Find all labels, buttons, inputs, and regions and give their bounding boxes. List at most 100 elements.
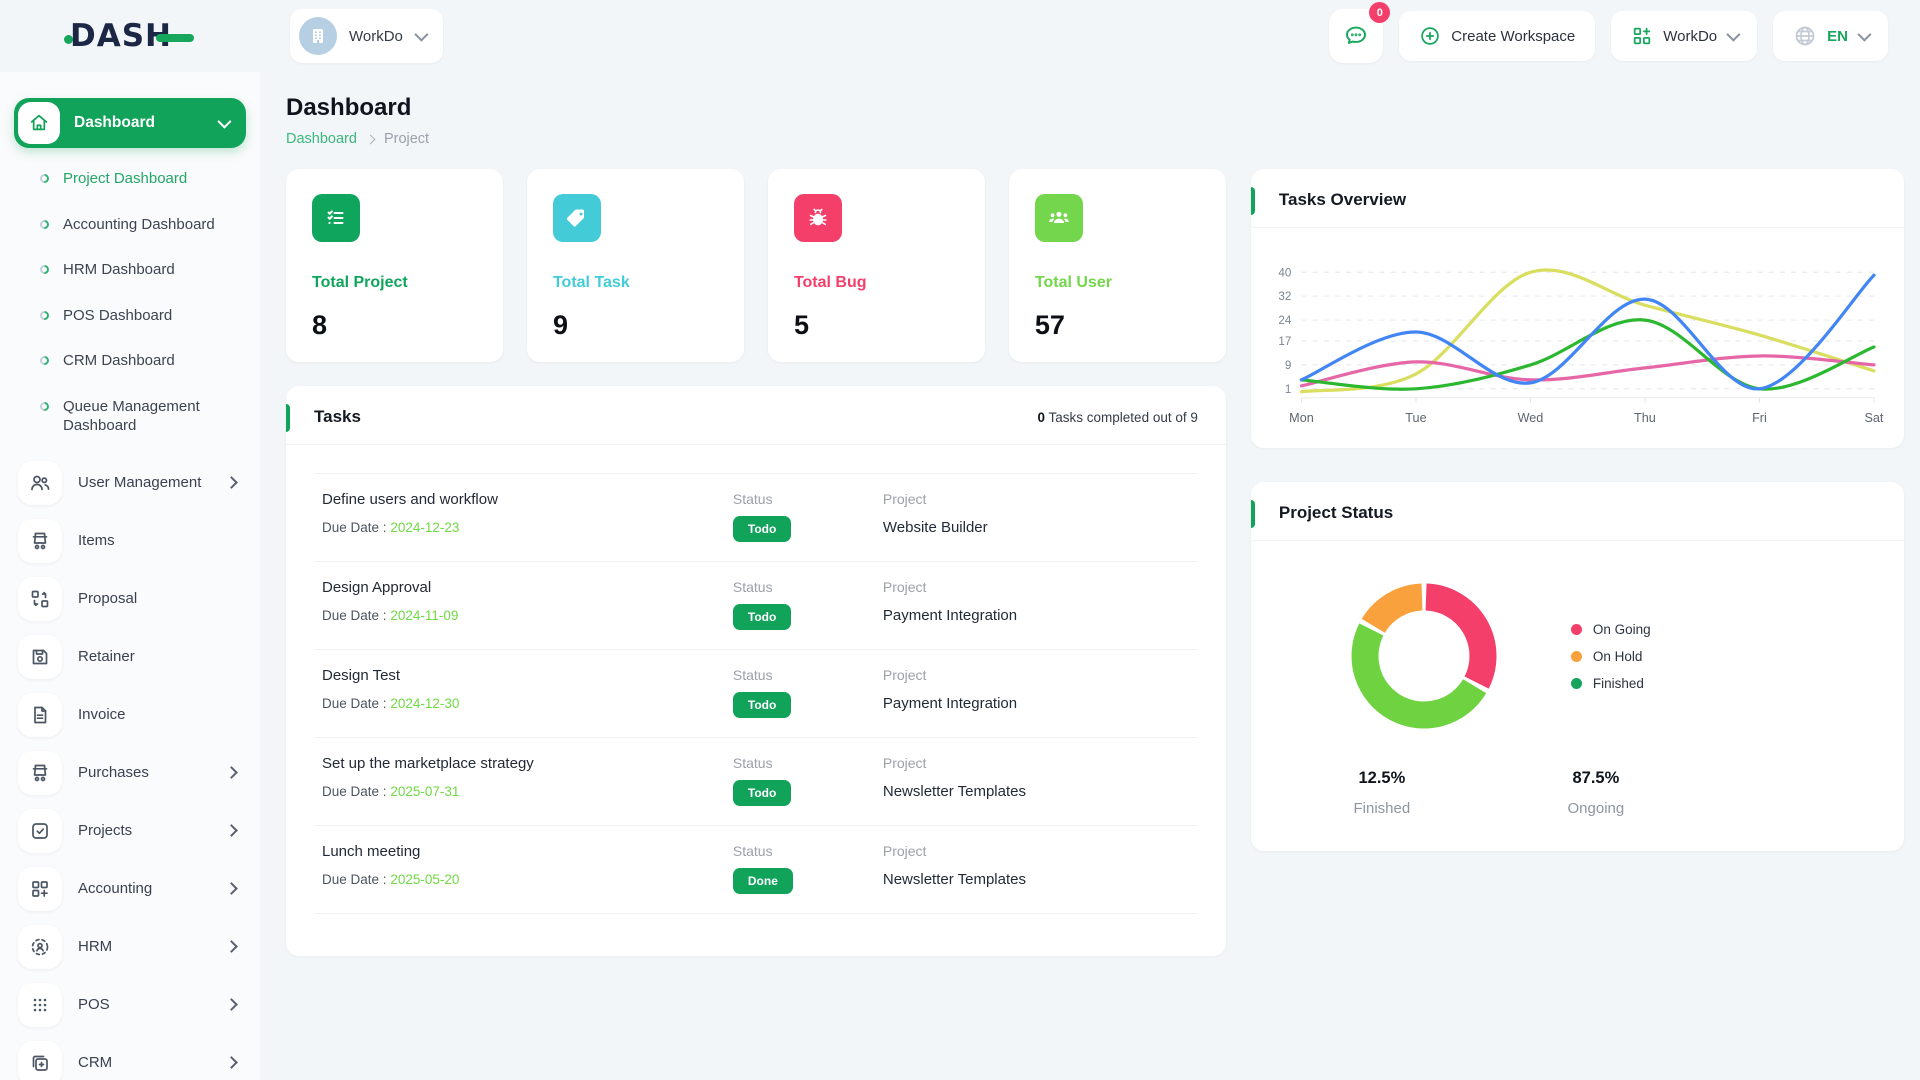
status-badge: Todo — [732, 604, 792, 630]
stat-label: Total Bug — [793, 274, 867, 291]
messages-button[interactable]: 0 — [1329, 2, 1391, 63]
due-date-value: 2024-12-23 — [390, 520, 460, 535]
plus-circle-icon — [1421, 27, 1440, 45]
finished-label: Finished — [1353, 800, 1411, 818]
dashboard-submenu: Project Dashboard Accounting Dashboard H… — [14, 156, 246, 449]
chevron-right-icon — [365, 134, 376, 144]
submenu-label: Queue Management Dashboard — [63, 397, 200, 435]
tag-icon — [566, 209, 584, 227]
page-title: Dashboard — [286, 94, 412, 121]
project-status-donut-chart — [1339, 571, 1509, 741]
menu-label: Items — [78, 532, 115, 549]
grid-plus-icon — [32, 880, 48, 897]
bullet-icon — [38, 399, 51, 413]
project-status-header: Project Status — [1250, 482, 1904, 542]
legend-dot — [1570, 677, 1582, 689]
status-badge: Todo — [732, 516, 792, 542]
svg-text:1: 1 — [1285, 383, 1291, 396]
due-date-label: Due Date : — [322, 872, 387, 887]
chevron-right-icon — [225, 998, 238, 1011]
sidebar-item-items[interactable]: Items — [14, 513, 246, 569]
sidebar-item-hrm[interactable]: HRM — [14, 919, 246, 975]
legend-dot — [1570, 623, 1582, 635]
chevron-down-icon — [414, 27, 429, 42]
stat-label: Total User — [1034, 274, 1112, 291]
topbar-right: 0 Create Workspace WorkDo — [1329, 2, 1920, 63]
sidebar-item-retainer[interactable]: Retainer — [14, 629, 246, 685]
sidebar-item-crm[interactable]: CRM — [14, 1035, 246, 1080]
stat-card-total-task: Total Task 9 — [526, 169, 744, 362]
submenu-label: HRM Dashboard — [63, 261, 175, 278]
workspace-label: WorkDo — [349, 27, 403, 45]
stat-cards: Total Project 8 Total Task 9 — [286, 169, 1226, 362]
chat-icon — [1346, 26, 1367, 44]
sidebar-item-purchases[interactable]: Purchases — [14, 745, 246, 801]
workspace-selector[interactable]: WorkDo — [290, 9, 443, 63]
sidebar-item-proposal[interactable]: Proposal — [14, 571, 246, 627]
tasks-overview-title: Tasks Overview — [1278, 190, 1407, 209]
chevron-down-icon — [1857, 27, 1872, 42]
svg-text:32: 32 — [1278, 290, 1291, 303]
bullet-icon — [38, 308, 51, 322]
messages-count-badge: 0 — [1369, 2, 1391, 23]
status-column-label: Status — [732, 843, 773, 859]
chevron-right-icon — [225, 476, 238, 489]
accent-bar — [1250, 187, 1255, 215]
stat-card-total-bug: Total Bug 5 — [767, 169, 985, 362]
menu-label: HRM — [78, 938, 113, 955]
sidebar-item-dashboard[interactable]: Dashboard — [14, 98, 246, 148]
menu-label: POS — [78, 996, 110, 1013]
sidebar-item-projects[interactable]: Projects — [14, 803, 246, 859]
sidebar-item-crm-dashboard[interactable]: CRM Dashboard — [14, 338, 246, 384]
tasks-overview-card: Tasks Overview 1 9 17 24 32 40 Mon Tue Wed Thu Fri… — [1250, 169, 1904, 449]
topbar-left: DASH — [0, 18, 260, 54]
stat-value: 5 — [793, 310, 809, 340]
create-workspace-button[interactable]: Create Workspace — [1399, 11, 1596, 61]
task-project: Newsletter Templates — [882, 871, 1026, 888]
tasks-completed-count: 0 — [1037, 410, 1046, 425]
sidebar-item-queue-management-dashboard[interactable]: Queue Management Dashboard — [14, 384, 246, 449]
legend-item-finished: Finished — [1570, 676, 1651, 691]
tasks-completed-summary: 0 Tasks completed out of 9 — [1038, 410, 1198, 425]
task-name: Lunch meeting — [322, 843, 421, 860]
breadcrumb-dashboard-link[interactable]: Dashboard — [286, 131, 357, 147]
legend-label: On Going — [1592, 621, 1651, 637]
sidebar-item-accounting-dashboard[interactable]: Accounting Dashboard — [14, 202, 246, 248]
status-column-label: Status — [732, 579, 773, 595]
bug-icon — [809, 208, 827, 226]
tasks-card-header: Tasks 0 Tasks completed out of 9 — [286, 386, 1226, 445]
svg-text:Sat: Sat — [1864, 411, 1883, 425]
tasks-overview-header: Tasks Overview — [1250, 169, 1904, 228]
chevron-right-icon — [225, 824, 238, 837]
workspace-avatar — [299, 17, 337, 55]
status-column-label: Status — [732, 667, 773, 683]
accent-bar — [286, 404, 290, 432]
menu-label: User Management — [78, 474, 202, 491]
task-name: Design Approval — [322, 579, 432, 596]
stat-value: 57 — [1034, 310, 1065, 340]
legend-item-on-going: On Going — [1570, 621, 1651, 637]
submenu-label: CRM Dashboard — [63, 352, 175, 369]
grid-plus-icon — [1634, 27, 1651, 45]
stat-card-total-project: Total Project 8 — [286, 169, 503, 362]
sidebar-item-invoice[interactable]: Invoice — [14, 687, 246, 743]
sidebar-item-hrm-dashboard[interactable]: HRM Dashboard — [14, 247, 246, 293]
sidebar-item-project-dashboard[interactable]: Project Dashboard — [14, 156, 246, 202]
menu-label: CRM — [78, 1054, 113, 1071]
due-date-value: 2024-11-09 — [390, 608, 459, 623]
chevron-right-icon — [225, 766, 238, 779]
language-selector[interactable]: EN — [1773, 11, 1888, 61]
due-date-label: Due Date : — [322, 696, 387, 711]
workdo-menu-button[interactable]: WorkDo — [1611, 11, 1758, 61]
logo[interactable]: DASH — [64, 18, 194, 54]
task-row: Set up the marketplace strategy Due Date… — [314, 737, 1198, 825]
sidebar-item-pos[interactable]: POS — [14, 977, 246, 1033]
sidebar-item-accounting[interactable]: Accounting — [14, 861, 246, 917]
task-row: Define users and workflow Due Date : 202… — [314, 473, 1198, 561]
bullet-icon — [38, 263, 51, 276]
sidebar-item-user-management[interactable]: User Management — [14, 455, 246, 511]
proposal-icon — [31, 590, 49, 607]
sidebar-item-pos-dashboard[interactable]: POS Dashboard — [14, 293, 246, 339]
status-badge: Done — [732, 868, 793, 894]
